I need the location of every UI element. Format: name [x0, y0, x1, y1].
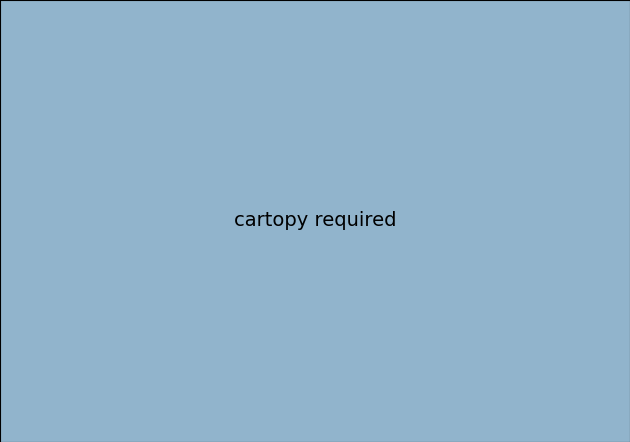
Text: cartopy required: cartopy required — [234, 212, 396, 230]
